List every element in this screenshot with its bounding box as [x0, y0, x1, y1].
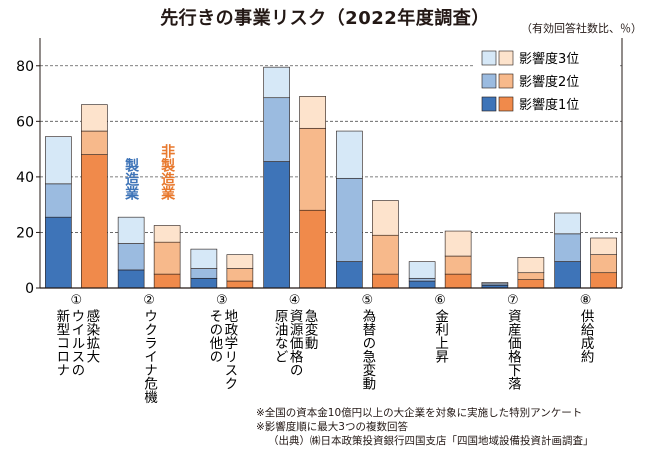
- bar-segment-mfg-rank3: [117, 216, 145, 244]
- bar-segment-mfg-rank3: [263, 66, 290, 99]
- category-number: ③: [216, 293, 228, 308]
- bar-segment-non-rank2: [517, 272, 545, 280]
- category-number: ①: [71, 293, 83, 308]
- bar-segment-non-rank1: [299, 209, 326, 289]
- bar-segment-non-rank2: [81, 130, 108, 155]
- bar-segment-non-rank2: [444, 255, 472, 275]
- bar-segment-mfg-rank3: [190, 248, 218, 269]
- category-number: ⑧: [580, 293, 592, 308]
- y-tick-label: 80: [16, 59, 34, 75]
- unit-note: （有効回答社数比、％）: [521, 22, 642, 35]
- legend-swatch-rank2-mfg: [481, 73, 497, 89]
- y-axis-ticks: 0 20 40 60 80: [16, 59, 40, 297]
- series-labels: 製造業 非製造業: [123, 143, 176, 201]
- category-number: ⑤: [362, 293, 374, 308]
- bar-segment-non-rank2: [226, 268, 254, 282]
- bar-segment-mfg-rank2: [336, 177, 363, 262]
- bar-segment-non-rank1: [444, 273, 472, 289]
- bar-segment-non-rank1: [517, 279, 545, 289]
- bar-segment-mfg-rank3: [408, 261, 436, 279]
- bar-segment-mfg-rank2: [263, 97, 290, 162]
- category-label-line: 新型コロナ: [53, 309, 70, 377]
- bar-segment-mfg-rank1: [336, 261, 363, 289]
- bar-segment-mfg-rank2: [408, 277, 436, 282]
- bar-segment-non-rank3: [517, 257, 545, 274]
- bar-segment-non-rank2: [153, 241, 181, 275]
- category-number: ⑦: [507, 293, 519, 308]
- legend-label-rank3: 影響度3位: [519, 51, 579, 67]
- category-label-line: 原油など: [272, 309, 289, 363]
- category-label-line: 資源価格の: [287, 309, 304, 377]
- category-number: ④: [289, 293, 301, 308]
- y-tick-label: 20: [16, 225, 34, 241]
- category-label-line: その他の: [206, 309, 223, 363]
- bar-segment-non-rank3: [372, 200, 399, 236]
- bar-segment-non-rank2: [299, 127, 326, 211]
- bar-segment-mfg-rank1: [45, 216, 72, 289]
- category-number: ⑥: [434, 293, 446, 308]
- chart-title: 先行きの事業リスク（2022年度調査）: [160, 8, 490, 29]
- bar-segment-non-rank3: [153, 225, 181, 243]
- category-label-line: 金利上昇: [432, 309, 449, 364]
- bar-segment-mfg-rank2: [117, 243, 145, 271]
- category-number: ②: [143, 293, 155, 308]
- legend-swatch-rank3-mfg: [481, 50, 497, 66]
- bar-segment-mfg-rank1: [263, 161, 290, 289]
- bar-segment-non-rank1: [153, 273, 181, 289]
- category-labels: ①新型コロナ ウイルスの 感染拡大②ウクライナ危機③その他の 地政学リスク④原油など資…: [53, 293, 594, 405]
- bar-segment-non-rank1: [226, 280, 254, 289]
- footnotes: ※全国の資本金10億円以上の大企業を対象に実施した特別アンケート ※影響度順に最…: [256, 406, 594, 448]
- bar-segment-mfg-rank1: [408, 280, 436, 289]
- legend: 影響度3位 影響度2位 影響度1位: [474, 44, 618, 120]
- footnote-multiple-answers: ※影響度順に最大3つの複数回答: [256, 421, 408, 433]
- bar-segment-non-rank2: [372, 234, 399, 275]
- bars: [45, 66, 617, 289]
- category-label-line: 為替の急変動: [359, 309, 376, 392]
- category-label-line: 資産価格下落: [505, 309, 522, 391]
- legend-swatch-rank3-non: [498, 50, 514, 66]
- bar-segment-mfg-rank2: [554, 233, 581, 262]
- footnote-survey: ※全国の資本金10億円以上の大企業を対象に実施した特別アンケート: [256, 407, 583, 419]
- y-tick-label: 40: [16, 170, 34, 186]
- bar-segment-non-rank3: [590, 237, 617, 255]
- bar-segment-mfg-rank2: [190, 268, 218, 279]
- category-label-line: ウイルスの: [68, 309, 84, 377]
- bar-segment-mfg-rank3: [481, 282, 509, 285]
- bar-segment-non-rank3: [226, 254, 254, 269]
- bar-segment-non-rank3: [299, 96, 326, 129]
- bar-segment-mfg-rank3: [45, 136, 72, 185]
- bar-segment-non-rank3: [81, 104, 108, 132]
- legend-swatch-rank1-mfg: [481, 96, 497, 112]
- axes: [39, 38, 623, 289]
- legend-swatch-rank2-non: [498, 73, 514, 89]
- category-label-line: 供給成約: [578, 309, 595, 364]
- series-label-manufacturing: 製造業: [123, 157, 140, 201]
- legend-label-rank2: 影響度2位: [519, 74, 579, 90]
- series-label-non-manufacturing: 非製造業: [159, 143, 176, 201]
- bar-segment-non-rank3: [444, 230, 472, 257]
- y-tick-label: 60: [16, 114, 34, 130]
- legend-swatch-rank1-non: [498, 96, 514, 112]
- bar-segment-mfg-rank2: [45, 183, 72, 218]
- bar-segment-mfg-rank1: [554, 261, 581, 289]
- category-label-line: 感染拡大: [83, 308, 100, 364]
- footnote-source: （出典）㈱日本政策投資銀行四国支店「四国地域設備投資計画調査」: [268, 435, 594, 447]
- bar-segment-non-rank1: [81, 154, 108, 289]
- legend-label-rank1: 影響度1位: [519, 97, 579, 113]
- bar-segment-mfg-rank3: [554, 212, 581, 235]
- category-label-line: 急変動: [302, 309, 319, 351]
- bar-segment-mfg-rank1: [190, 277, 218, 289]
- y-tick-label: 0: [25, 281, 34, 297]
- bar-segment-non-rank2: [590, 254, 617, 274]
- bar-segment-mfg-rank3: [336, 130, 363, 179]
- category-label-line: 地政学リスク: [221, 309, 238, 391]
- bar-segment-mfg-rank1: [117, 269, 145, 289]
- category-label-line: ウクライナ危機: [141, 309, 158, 405]
- bar-segment-non-rank1: [372, 273, 399, 289]
- legend-background: [474, 44, 618, 120]
- bar-segment-non-rank1: [590, 272, 617, 289]
